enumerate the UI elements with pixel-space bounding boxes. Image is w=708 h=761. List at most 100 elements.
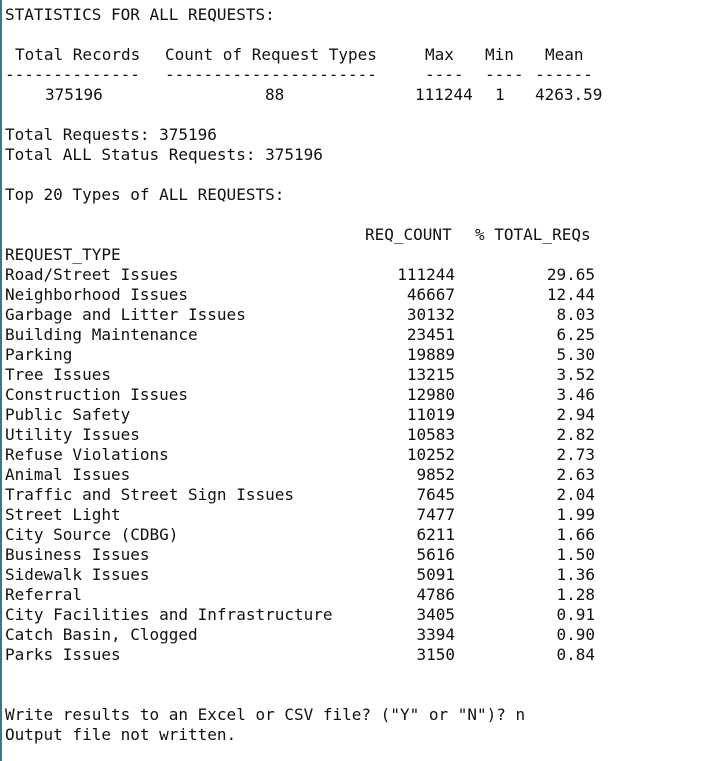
- request-type-cell: City Facilities and Infrastructure: [5, 605, 333, 624]
- pct-total-cell: 0.91: [556, 605, 595, 624]
- req-count-cell: 11019: [406, 405, 455, 424]
- pct-total-cell: 5.30: [556, 345, 595, 364]
- col-min: Min: [485, 45, 514, 64]
- request-type-cell: Business Issues: [5, 545, 150, 564]
- table-row: Construction Issues 12980 3.46: [5, 385, 708, 405]
- write-prompt-line: Write results to an Excel or CSV file? (…: [5, 705, 526, 724]
- pct-total-cell: 1.99: [556, 505, 595, 524]
- header-request-type: REQUEST_TYPE: [5, 245, 121, 264]
- request-type-cell: Garbage and Litter Issues: [5, 305, 246, 324]
- value-total-records: 375196: [45, 85, 103, 104]
- summary-value-row: 375196 88 111244 1 4263.59: [5, 85, 708, 105]
- table-row: Traffic and Street Sign Issues 7645 2.04: [5, 485, 708, 505]
- col-total-records: Total Records: [15, 45, 141, 64]
- request-type-cell: Street Light: [5, 505, 121, 524]
- request-type-cell: Tree Issues: [5, 365, 111, 384]
- top-title-line: Top 20 Types of ALL REQUESTS:: [5, 185, 285, 204]
- req-count-cell: 3405: [416, 605, 455, 624]
- table-row: Parks Issues 3150 0.84: [5, 645, 708, 665]
- table-row: Business Issues 5616 1.50: [5, 545, 708, 565]
- req-count-cell: 13215: [406, 365, 455, 384]
- request-type-cell: Building Maintenance: [5, 325, 198, 344]
- table-row: Road/Street Issues 111244 29.65: [5, 265, 708, 285]
- output-result-line: Output file not written.: [5, 725, 237, 744]
- dash-total-records: --------------: [5, 65, 140, 84]
- pct-total-cell: 1.28: [556, 585, 595, 604]
- req-count-cell: 30132: [406, 305, 455, 324]
- request-type-cell: Referral: [5, 585, 83, 604]
- pct-total-cell: 2.94: [556, 405, 595, 424]
- table-row: Refuse Violations 10252 2.73: [5, 445, 708, 465]
- dash-mean: ------: [535, 65, 593, 84]
- blank-line: [5, 665, 708, 685]
- value-mean: 4263.59: [535, 85, 603, 104]
- pct-total-cell: 2.73: [556, 445, 595, 464]
- summary-header-row: Total Records Count of Request Types Max…: [5, 45, 708, 65]
- req-count-cell: 6211: [416, 525, 455, 544]
- request-type-cell: Parking: [5, 345, 73, 364]
- pct-total-cell: 2.63: [556, 465, 595, 484]
- pct-total-cell: 3.52: [556, 365, 595, 384]
- dash-max: ----: [425, 65, 464, 84]
- total-status-line: Total ALL Status Requests: 375196: [5, 145, 323, 164]
- pct-total-cell: 0.84: [556, 645, 595, 664]
- value-count-types: 88: [265, 85, 285, 104]
- blank-line: [5, 205, 708, 225]
- blank-line: [5, 105, 708, 125]
- req-count-cell: 23451: [406, 325, 455, 344]
- table-row: Garbage and Litter Issues 30132 8.03: [5, 305, 708, 325]
- blank-line: [5, 165, 708, 185]
- header-pct-total: % TOTAL_REQs: [475, 225, 591, 244]
- pct-total-cell: 0.90: [556, 625, 595, 644]
- dash-min: ----: [485, 65, 524, 84]
- table-row: Catch Basin, Clogged 3394 0.90: [5, 625, 708, 645]
- req-count-cell: 9852: [416, 465, 455, 484]
- req-count-cell: 10583: [406, 425, 455, 444]
- request-type-cell: Neighborhood Issues: [5, 285, 189, 304]
- req-count-cell: 111244: [397, 265, 455, 284]
- stats-header: STATISTICS FOR ALL REQUESTS:: [5, 5, 275, 24]
- table-header-row: REQ_COUNT % TOTAL_REQs: [5, 225, 708, 245]
- pct-total-cell: 1.66: [556, 525, 595, 544]
- summary-dash-row: -------------- ---------------------- --…: [5, 65, 708, 85]
- pct-total-cell: 1.50: [556, 545, 595, 564]
- value-min: 1: [495, 85, 505, 104]
- request-type-cell: Construction Issues: [5, 385, 189, 404]
- header-req-count: REQ_COUNT: [365, 225, 452, 244]
- pct-total-cell: 29.65: [546, 265, 595, 284]
- req-count-cell: 19889: [406, 345, 455, 364]
- table-row: Parking 19889 5.30: [5, 345, 708, 365]
- value-max: 111244: [415, 85, 473, 104]
- req-count-cell: 10252: [406, 445, 455, 464]
- col-max: Max: [425, 45, 454, 64]
- table-row: Referral 4786 1.28: [5, 585, 708, 605]
- table-row: Building Maintenance 23451 6.25: [5, 325, 708, 345]
- request-type-cell: Traffic and Street Sign Issues: [5, 485, 294, 504]
- terminal-output[interactable]: STATISTICS FOR ALL REQUESTS: Total Recor…: [5, 5, 708, 761]
- request-type-cell: City Source (CDBG): [5, 525, 179, 544]
- request-type-cell: Parks Issues: [5, 645, 121, 664]
- req-count-cell: 4786: [416, 585, 455, 604]
- request-type-cell: Catch Basin, Clogged: [5, 625, 198, 644]
- total-requests-line: Total Requests: 375196: [5, 125, 217, 144]
- table-row: Street Light 7477 1.99: [5, 505, 708, 525]
- table-row: Animal Issues 9852 2.63: [5, 465, 708, 485]
- table-row: Tree Issues 13215 3.52: [5, 365, 708, 385]
- pct-total-cell: 3.46: [556, 385, 595, 404]
- request-type-cell: Refuse Violations: [5, 445, 169, 464]
- pct-total-cell: 6.25: [556, 325, 595, 344]
- req-count-cell: 12980: [406, 385, 455, 404]
- req-count-cell: 5616: [416, 545, 455, 564]
- req-count-cell: 7477: [416, 505, 455, 524]
- req-count-cell: 3394: [416, 625, 455, 644]
- table-row: Neighborhood Issues 46667 12.44: [5, 285, 708, 305]
- pct-total-cell: 2.04: [556, 485, 595, 504]
- request-type-cell: Utility Issues: [5, 425, 140, 444]
- col-mean: Mean: [545, 45, 584, 64]
- pct-total-cell: 2.82: [556, 425, 595, 444]
- table-row: City Facilities and Infrastructure 3405 0.…: [5, 605, 708, 625]
- table-row: Sidewalk Issues 5091 1.36: [5, 565, 708, 585]
- col-count-types: Count of Request Types: [165, 45, 377, 64]
- request-type-cell: Animal Issues: [5, 465, 131, 484]
- req-count-cell: 7645: [416, 485, 455, 504]
